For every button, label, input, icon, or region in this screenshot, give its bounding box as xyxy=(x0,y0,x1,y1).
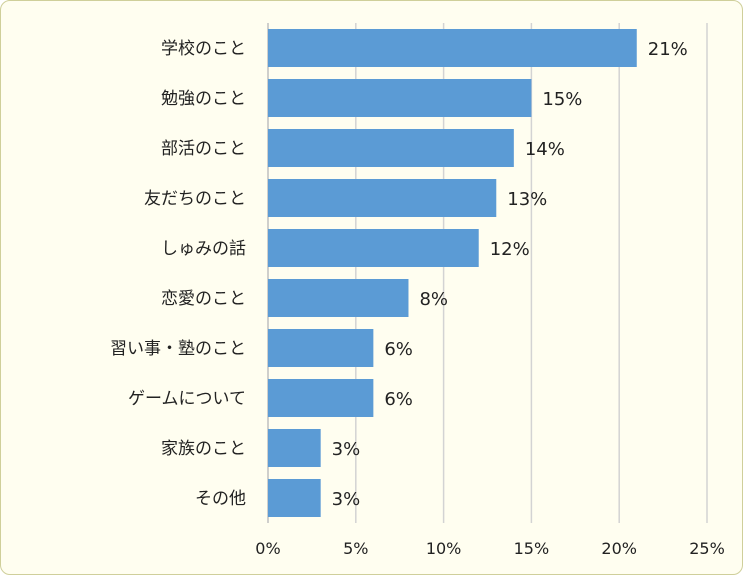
category-label-5: 恋愛のこと xyxy=(161,288,246,309)
category-labels: 学校のこと勉強のこと部活のこと友だちのことしゅみの話恋愛のこと習い事・塾のことゲ… xyxy=(110,39,246,509)
category-label-2: 部活のこと xyxy=(161,139,246,159)
bar-1 xyxy=(268,79,532,117)
value-labels: 21% 15% 14% 13% 12% 8% 6% 6% 3% 3% xyxy=(332,39,688,510)
x-tick-label-10: 10% xyxy=(426,539,462,558)
category-label-8: 家族のこと xyxy=(161,439,246,459)
bar-3 xyxy=(268,179,497,217)
bar-5 xyxy=(268,279,409,317)
value-label-4: 12% xyxy=(490,239,530,260)
bar-8 xyxy=(268,429,321,467)
value-label-6: 6% xyxy=(384,339,413,360)
category-label-1: 勉強のこと xyxy=(161,89,246,109)
value-label-7: 6% xyxy=(384,389,413,410)
value-label-8: 3% xyxy=(332,439,361,460)
x-axis-tick-labels: 0% 5% 10% 15% 20% 25% xyxy=(255,539,724,558)
value-label-9: 3% xyxy=(332,489,361,510)
bar-9 xyxy=(268,479,321,517)
bar-6 xyxy=(268,329,374,367)
category-label-0: 学校のこと xyxy=(161,39,246,59)
category-label-4: しゅみの話 xyxy=(161,239,246,259)
category-label-9: その他 xyxy=(195,489,246,509)
bar-7 xyxy=(268,379,374,417)
value-label-1: 15% xyxy=(542,89,582,110)
x-tick-label-0: 0% xyxy=(255,539,280,558)
bar-0 xyxy=(268,29,637,67)
bars xyxy=(268,29,637,517)
category-label-3: 友だちのこと xyxy=(144,189,246,209)
value-label-0: 21% xyxy=(648,39,688,60)
x-tick-label-25: 25% xyxy=(689,539,725,558)
x-tick-label-15: 15% xyxy=(514,539,550,558)
bar-4 xyxy=(268,229,479,267)
category-label-7: ゲームについて xyxy=(128,389,246,409)
value-label-3: 13% xyxy=(507,189,547,210)
x-tick-label-20: 20% xyxy=(601,539,637,558)
value-label-2: 14% xyxy=(525,139,565,160)
category-label-6: 習い事・塾のこと xyxy=(110,338,246,359)
value-label-5: 8% xyxy=(419,289,448,310)
x-tick-label-5: 5% xyxy=(343,539,368,558)
bar-2 xyxy=(268,129,514,167)
